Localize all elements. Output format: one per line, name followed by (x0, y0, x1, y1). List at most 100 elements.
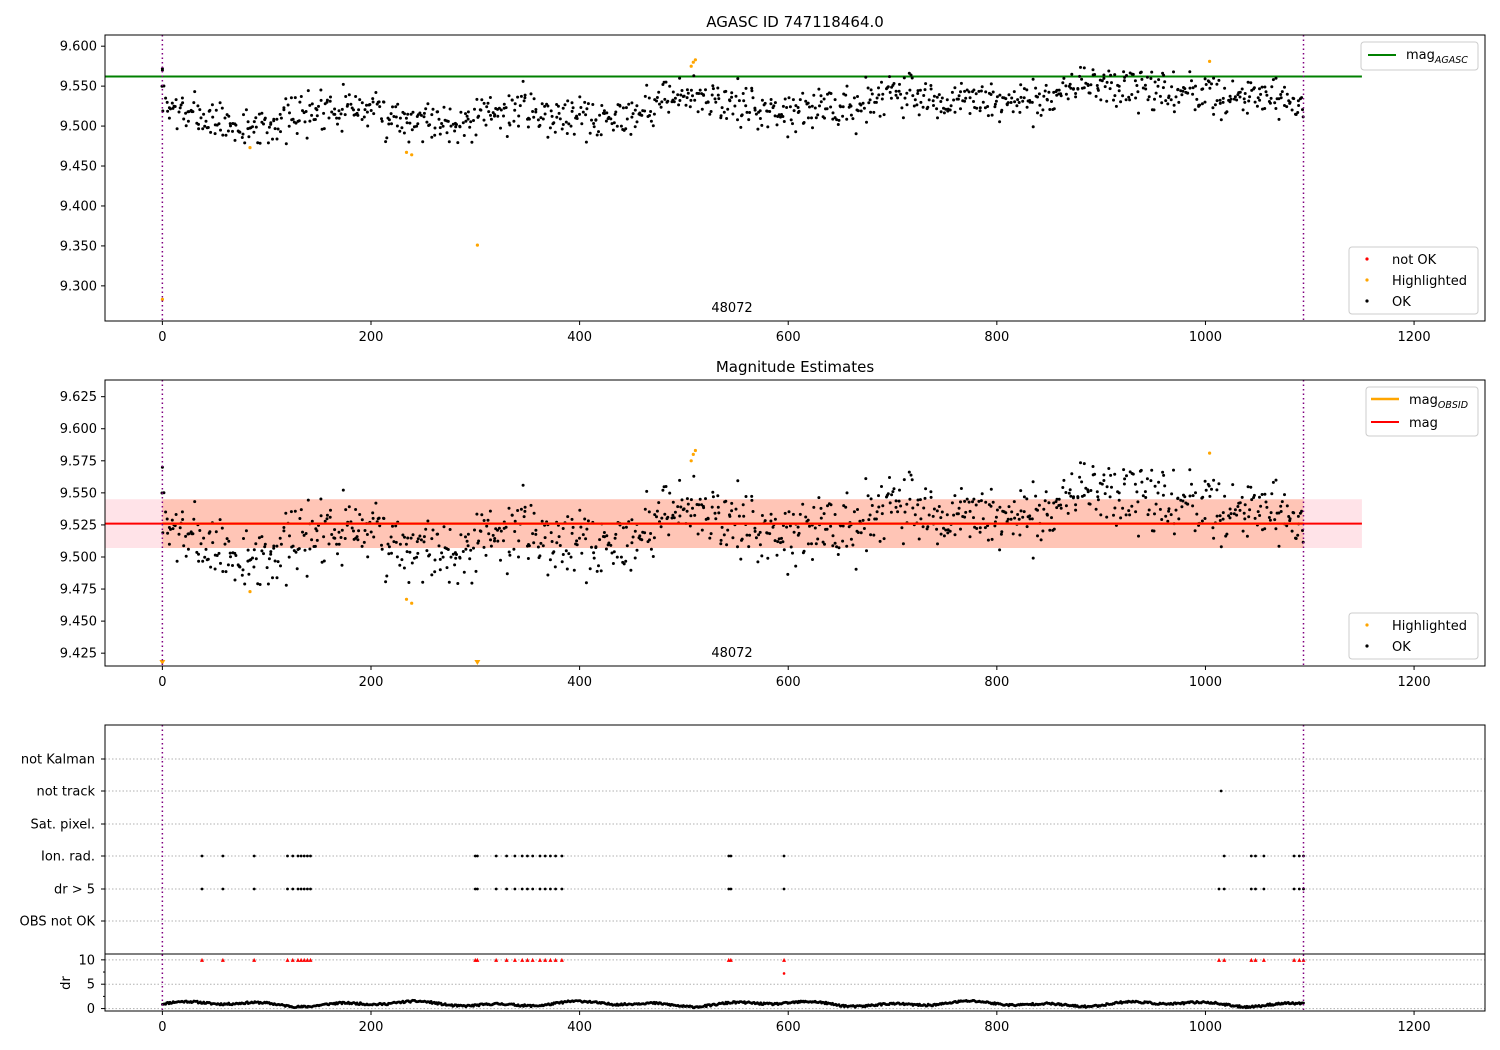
ok-point (704, 88, 707, 92)
ok-point (522, 515, 526, 519)
ok-point (433, 558, 437, 562)
ok-point (1198, 103, 1202, 107)
ok-point (1264, 90, 1268, 94)
flag-point (1254, 887, 1257, 891)
ok-point (1043, 89, 1047, 93)
ok-point (570, 517, 574, 521)
ok-point (358, 98, 362, 102)
ok-point (1095, 490, 1099, 494)
ok-point (822, 512, 826, 516)
ok-point (819, 94, 823, 98)
ok-point (192, 101, 196, 105)
ok-point (430, 573, 434, 577)
ok-point (204, 547, 208, 551)
ok-point (603, 112, 606, 115)
ok-point (184, 111, 188, 115)
ok-point (1102, 76, 1106, 80)
ok-point (733, 104, 737, 108)
ok-point (1250, 498, 1254, 502)
ok-point (745, 110, 749, 114)
ok-point (1112, 513, 1115, 517)
ok-point (532, 115, 536, 119)
ok-point (583, 517, 587, 521)
ok-point (731, 536, 735, 540)
ok-point (1153, 80, 1157, 84)
ok-point (780, 536, 783, 540)
flag-point (538, 887, 542, 891)
ok-point (1054, 500, 1058, 504)
ok-point (468, 557, 472, 561)
ok-point (797, 109, 801, 113)
ok-point (1219, 545, 1223, 549)
ok-point (1017, 517, 1021, 521)
ok-point (508, 553, 512, 557)
ok-point (394, 540, 398, 544)
ok-point (203, 124, 207, 128)
ok-point (1225, 532, 1229, 536)
ok-point (1108, 87, 1112, 91)
ok-point (1076, 495, 1080, 499)
ok-point (772, 104, 776, 108)
dr-tick-label: 0 (87, 1002, 95, 1017)
ok-point (897, 89, 901, 93)
ok-point (1012, 90, 1016, 94)
dr-capped-marker (782, 957, 787, 962)
ok-point (785, 106, 789, 109)
ok-point (1122, 70, 1126, 74)
ok-point (760, 123, 764, 127)
ok-point (599, 569, 603, 573)
ok-point (1042, 94, 1046, 98)
ok-point (1096, 88, 1100, 92)
ok-point (614, 532, 618, 536)
ok-point (179, 103, 183, 107)
flag-point (554, 854, 557, 858)
ok-point (731, 112, 735, 116)
ok-point (446, 548, 450, 551)
ok-point (526, 557, 530, 560)
ok-point (341, 82, 345, 86)
ok-point (398, 116, 402, 120)
ok-point (1258, 514, 1262, 517)
ok-point (1221, 517, 1225, 521)
ok-point (392, 540, 396, 544)
highlighted-point (693, 58, 698, 62)
ok-point (1194, 491, 1197, 495)
ok-point (271, 576, 274, 580)
ok-point (604, 119, 608, 123)
ok-point (794, 564, 798, 568)
ok-point (719, 538, 723, 542)
flag-point (554, 887, 557, 891)
ok-point (327, 542, 331, 546)
ok-point (877, 505, 881, 509)
ok-point (777, 113, 781, 117)
ok-point (416, 551, 420, 555)
ok-point (1181, 499, 1185, 503)
ok-point (986, 538, 990, 542)
ok-point (968, 535, 972, 539)
ok-point (651, 555, 655, 558)
ok-point (1252, 493, 1256, 497)
ok-point (517, 114, 521, 118)
ok-point (493, 537, 497, 540)
ok-point (433, 133, 437, 137)
ok-point (1061, 486, 1065, 489)
x-tick-label: 200 (359, 675, 384, 690)
ok-point (660, 100, 664, 104)
ok-point (449, 555, 453, 559)
ok-point (382, 100, 386, 104)
ok-point (1031, 480, 1035, 484)
ok-point (931, 99, 935, 103)
flag-point (526, 854, 529, 858)
ok-point (796, 525, 800, 529)
ok-point (1297, 104, 1301, 107)
ok-point (1174, 508, 1178, 512)
ok-point (328, 99, 332, 103)
flag-point (252, 854, 256, 858)
ok-point (801, 502, 805, 506)
ok-point (263, 545, 267, 549)
ok-point (742, 514, 746, 518)
ok-point (1110, 485, 1113, 489)
ok-point (1037, 503, 1041, 507)
highlighted-point (248, 590, 252, 594)
ok-point (555, 541, 559, 545)
